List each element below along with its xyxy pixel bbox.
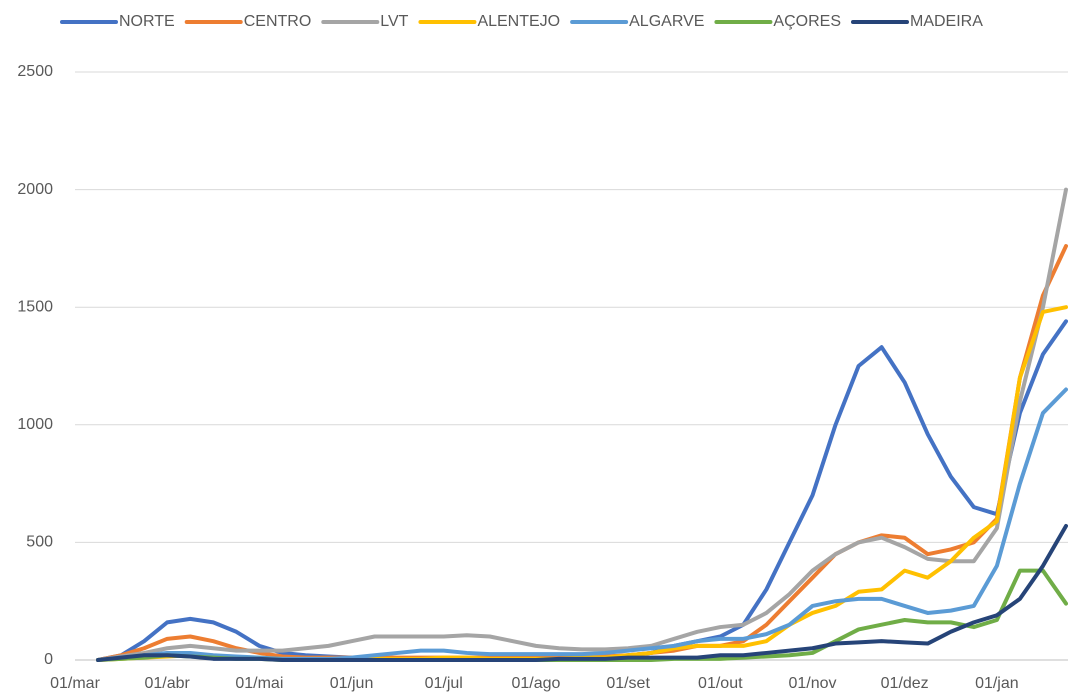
legend-label: ALGARVE [629,13,704,30]
x-tick-label: 01/abr [144,675,190,692]
series-line [96,305,1068,662]
y-tick-label: 0 [44,651,53,668]
series-line [96,568,1068,662]
series-line [96,187,1068,662]
legend-label: MADEIRA [910,13,983,30]
y-tick-label: 1000 [17,416,53,433]
y-tick-label: 1500 [17,298,53,315]
x-tick-label: 01/out [698,675,743,692]
x-tick-label: 01/nov [788,675,836,692]
x-tick-label: 01/mai [235,675,283,692]
series-line [96,244,1068,662]
y-tick-label: 2000 [17,181,53,198]
legend-label: CENTRO [244,13,312,30]
x-tick-label: 01/mar [50,675,100,692]
y-tick-label: 500 [26,534,53,551]
series-line [96,523,1068,662]
series-line [96,387,1068,662]
legend-label: ALENTEJO [477,13,560,30]
legend-label: AÇORES [773,13,841,30]
x-tick-label: 01/ago [511,675,560,692]
legend-label: NORTE [119,13,175,30]
x-tick-label: 01/jul [425,675,463,692]
x-tick-label: 01/dez [881,675,929,692]
x-tick-label: 01/set [606,675,650,692]
x-tick-label: 01/jun [330,675,374,692]
y-tick-label: 2500 [17,63,53,80]
legend-label: LVT [380,13,408,30]
x-tick-label: 01/jan [975,675,1019,692]
